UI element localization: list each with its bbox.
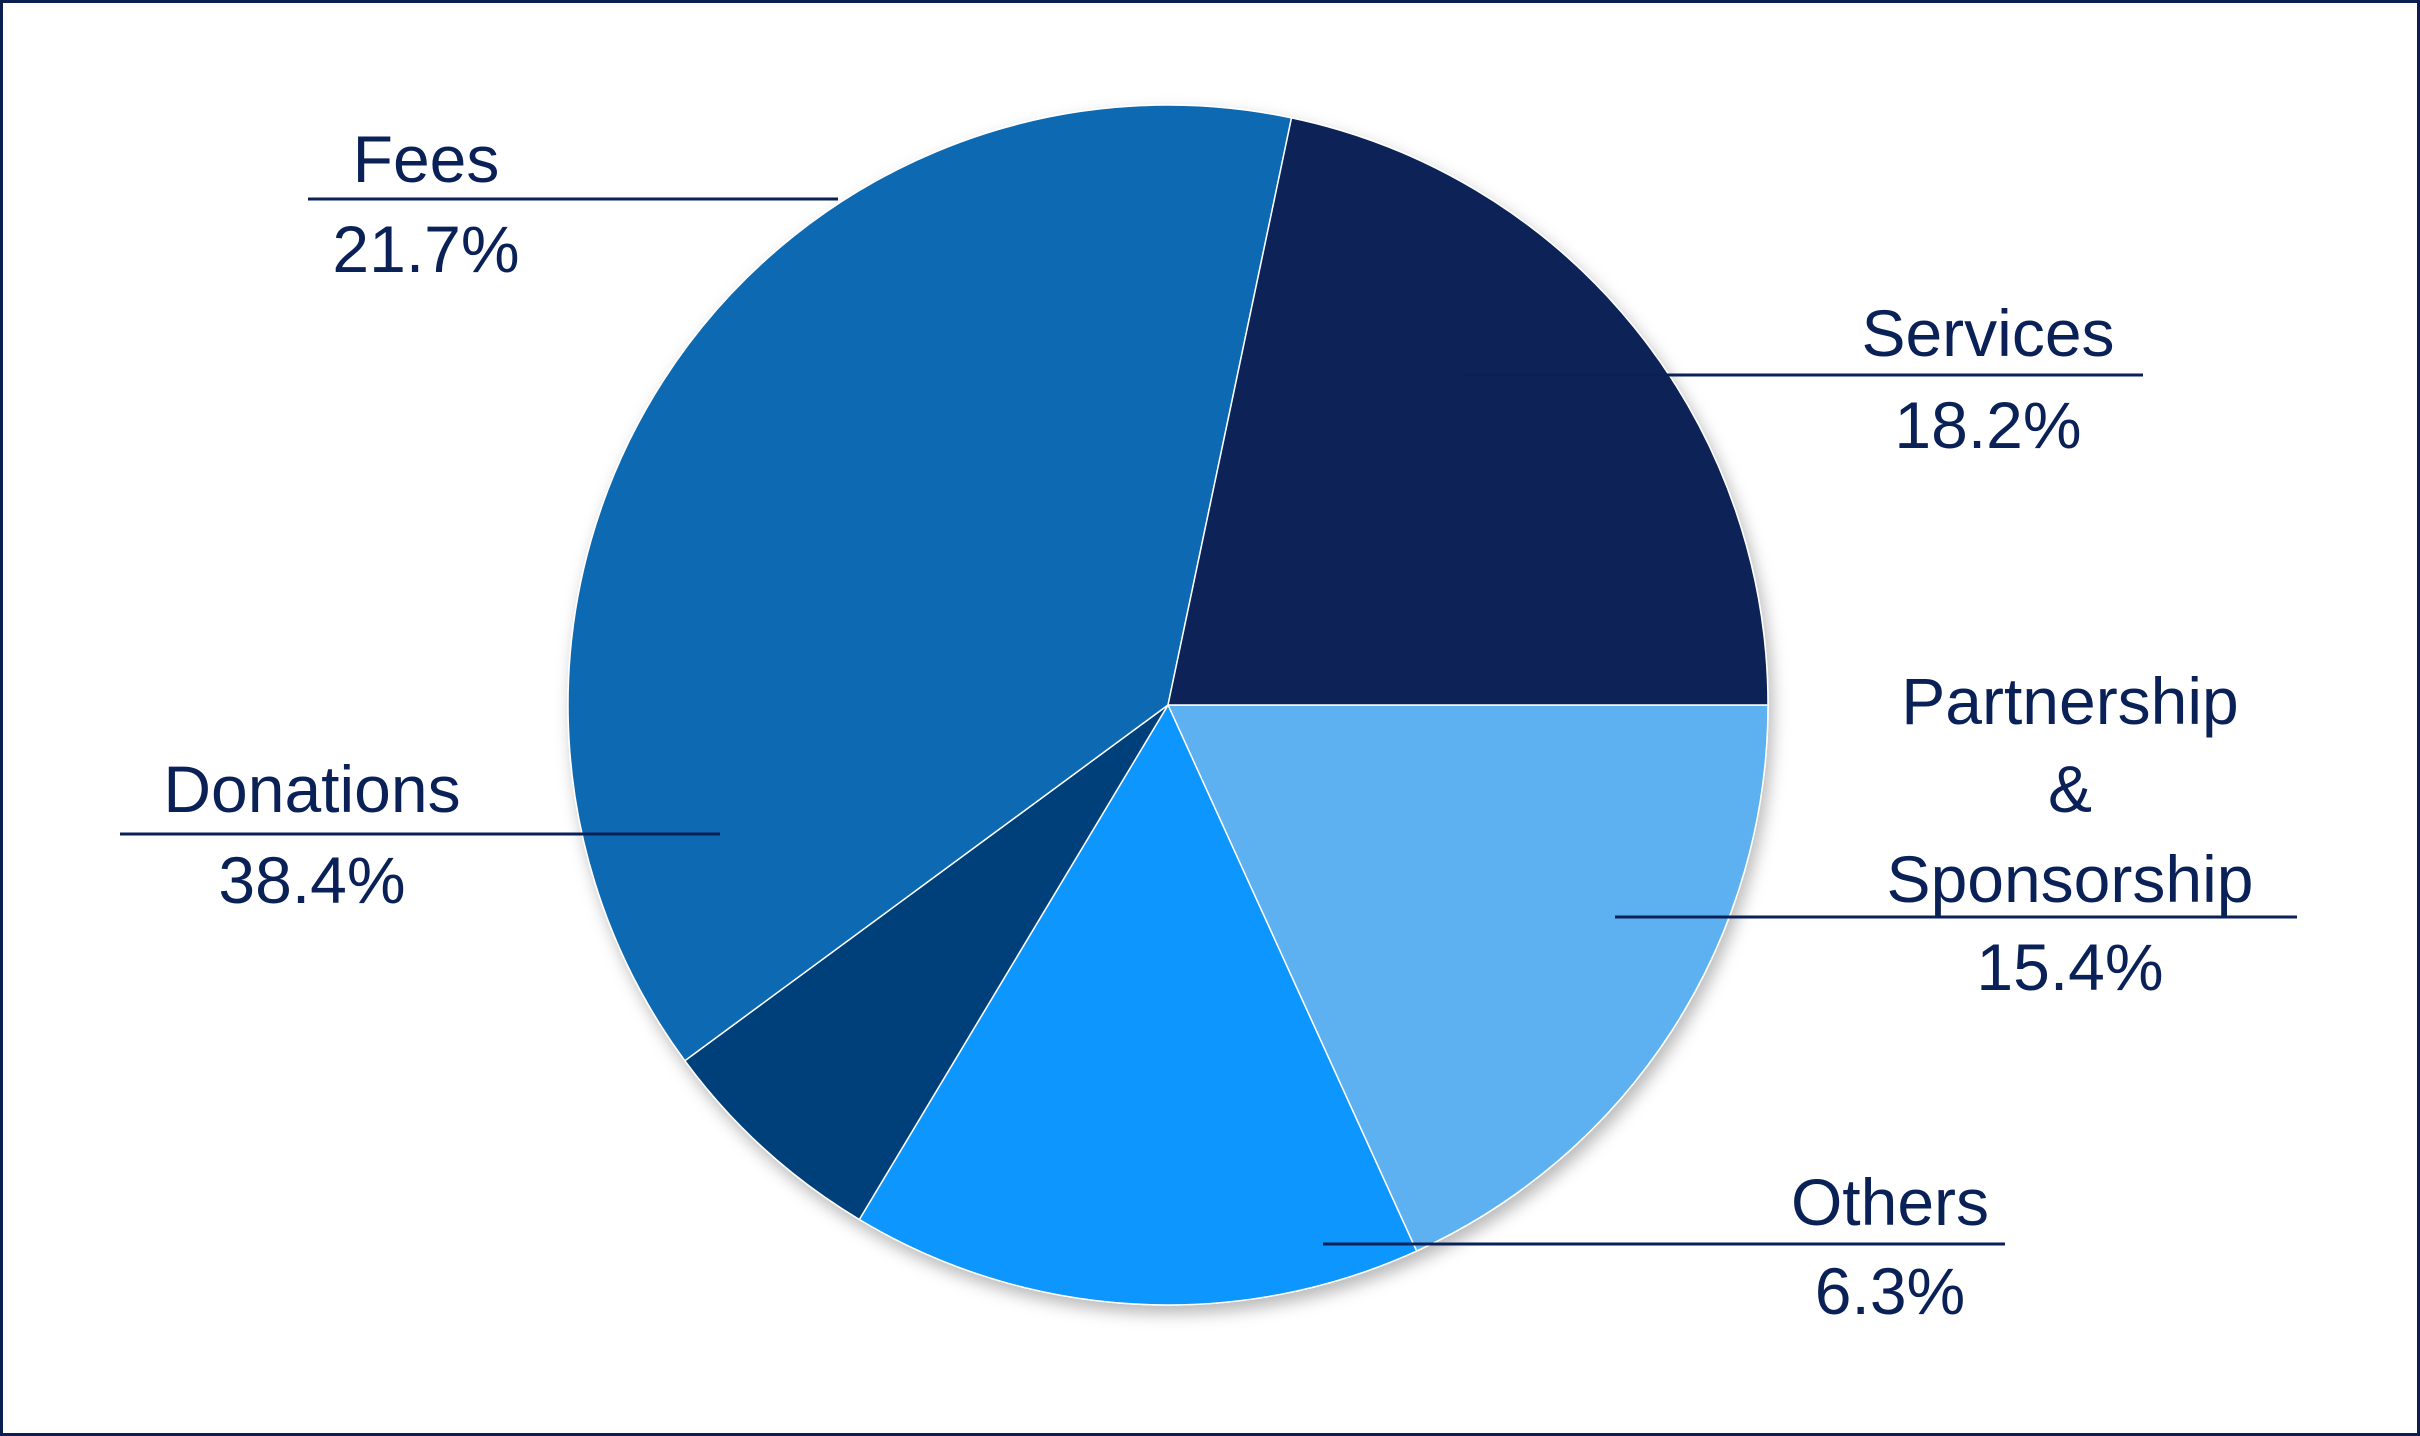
slice-label-value: 15.4%	[1976, 930, 2163, 1004]
slice-label-name: Others	[1791, 1165, 1989, 1239]
slice-label-name: Services	[1861, 296, 2114, 370]
slice-label-value: 38.4%	[218, 843, 405, 917]
slice-label-value: 21.7%	[332, 212, 519, 286]
slice-labels: Services 18.2% Partnership & Sponsorship 15.4…	[163, 122, 2253, 1328]
slice-label-name: Sponsorship	[1887, 842, 2254, 916]
pie-slice-fees	[1167, 116, 1769, 706]
slice-label-name: Fees	[353, 122, 500, 196]
pie-slice-services	[1166, 704, 1769, 1253]
pie-slices	[567, 104, 1769, 1306]
slice-label-value: 6.3%	[1815, 1254, 1965, 1328]
pie-slice-others	[683, 704, 1169, 1221]
pie-slice-partnership-sponsorship	[858, 703, 1418, 1306]
slice-label-name: &	[2048, 752, 2092, 826]
slice-label-value: 18.2%	[1894, 388, 2081, 462]
pie-slice-donations	[567, 104, 1293, 1062]
slice-label-name: Donations	[163, 752, 460, 826]
slice-label-name: Partnership	[1901, 664, 2239, 738]
leader-lines	[120, 197, 2297, 1246]
